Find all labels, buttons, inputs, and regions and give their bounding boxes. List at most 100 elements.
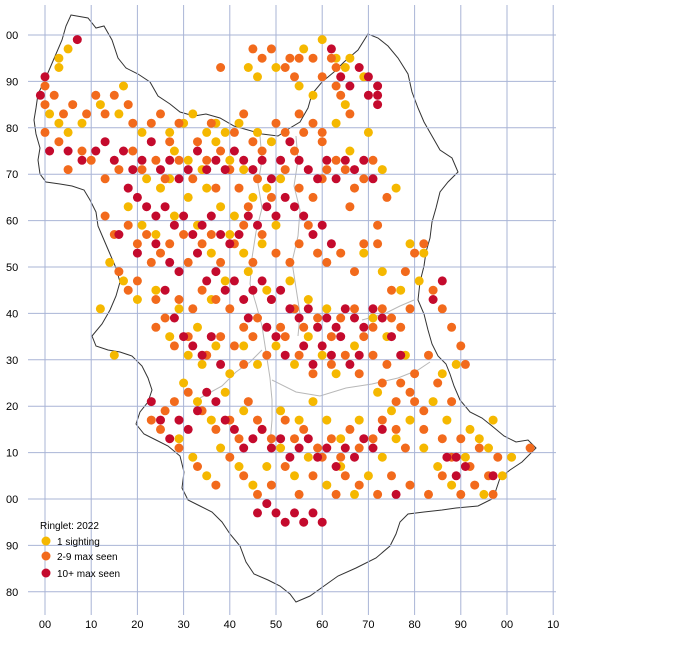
sighting-dot-10-plus-max-seen — [156, 415, 165, 425]
sighting-dot-2-9-max-seen — [424, 489, 433, 499]
sighting-dot-2-9-max-seen — [294, 109, 304, 119]
sighting-dot-1-sighting — [202, 127, 212, 137]
sighting-dot-10-plus-max-seen — [91, 146, 101, 156]
sighting-dot-2-9-max-seen — [308, 471, 318, 481]
sighting-dot-1-sighting — [137, 127, 147, 137]
sighting-dot-2-9-max-seen — [257, 230, 267, 239]
sighting-dot-2-9-max-seen — [271, 248, 281, 258]
sighting-dot-10-plus-max-seen — [285, 452, 295, 462]
sighting-dot-1-sighting — [474, 434, 484, 444]
y-tick-label: 70 — [6, 169, 18, 181]
sighting-dot-2-9-max-seen — [396, 322, 406, 332]
sighting-dot-1-sighting — [174, 434, 184, 444]
sighting-dot-2-9-max-seen — [100, 211, 110, 221]
sighting-dot-10-plus-max-seen — [202, 165, 212, 175]
sighting-dot-10-plus-max-seen — [368, 304, 378, 314]
sighting-dot-1-sighting — [377, 452, 387, 462]
sighting-dot-10-plus-max-seen — [303, 434, 313, 444]
sighting-dot-2-9-max-seen — [211, 183, 221, 193]
sighting-dot-10-plus-max-seen — [322, 313, 332, 323]
sighting-dot-1-sighting — [229, 211, 239, 221]
sighting-dot-2-9-max-seen — [280, 462, 290, 471]
sighting-dot-1-sighting — [165, 127, 175, 137]
sighting-dot-1-sighting — [248, 480, 258, 490]
sighting-dot-10-plus-max-seen — [290, 202, 299, 212]
sighting-dot-2-9-max-seen — [160, 406, 170, 416]
y-tick-label: 00 — [6, 30, 18, 42]
sighting-dot-2-9-max-seen — [373, 489, 383, 499]
sighting-dot-2-9-max-seen — [132, 276, 142, 286]
sighting-dot-2-9-max-seen — [257, 146, 267, 156]
sighting-dot-2-9-max-seen — [326, 53, 336, 63]
sighting-dot-10-plus-max-seen — [169, 220, 179, 230]
sighting-dot-2-9-max-seen — [114, 267, 124, 277]
sighting-dot-10-plus-max-seen — [377, 424, 387, 434]
x-axis-tick-labels: 00 10 20 30 40 50 60 70 80 90 00 10 — [39, 619, 559, 631]
sighting-dot-10-plus-max-seen — [345, 359, 355, 369]
sighting-dot-1-sighting — [216, 443, 226, 453]
sighting-dot-10-plus-max-seen — [326, 350, 336, 360]
sighting-dot-10-plus-max-seen — [313, 174, 323, 184]
sighting-dot-2-9-max-seen — [77, 146, 87, 156]
x-tick-label: 50 — [270, 619, 282, 631]
sighting-dot-1-sighting — [216, 202, 226, 212]
sighting-dot-2-9-max-seen — [410, 369, 420, 379]
sighting-dot-2-9-max-seen — [216, 257, 226, 267]
sighting-dot-2-9-max-seen — [160, 174, 170, 184]
sighting-dot-2-9-max-seen — [488, 489, 498, 499]
sighting-dot-1-sighting — [174, 304, 184, 314]
sighting-dot-1-sighting — [290, 359, 299, 369]
sighting-dot-10-plus-max-seen — [308, 359, 318, 369]
sighting-dot-10-plus-max-seen — [451, 471, 461, 481]
sighting-dot-10-plus-max-seen — [368, 174, 378, 184]
sighting-dot-2-9-max-seen — [331, 81, 341, 91]
sighting-dot-2-9-max-seen — [340, 471, 350, 481]
sighting-dot-10-plus-max-seen — [322, 155, 332, 165]
sighting-dot-10-plus-max-seen — [243, 313, 253, 323]
sighting-dot-10-plus-max-seen — [165, 434, 175, 444]
sighting-dot-1-sighting — [211, 341, 221, 351]
sighting-dot-1-sighting — [317, 350, 327, 360]
sighting-dot-1-sighting — [137, 220, 147, 230]
sighting-dot-10-plus-max-seen — [354, 63, 364, 72]
sighting-dot-2-9-max-seen — [336, 248, 346, 258]
sighting-dot-2-9-max-seen — [373, 220, 383, 230]
sighting-dot-2-9-max-seen — [86, 155, 96, 165]
sighting-dot-2-9-max-seen — [359, 174, 369, 184]
sighting-dot-10-plus-max-seen — [331, 462, 341, 471]
sighting-dot-2-9-max-seen — [253, 313, 262, 323]
sighting-dot-10-plus-max-seen — [266, 174, 276, 184]
sighting-dot-10-plus-max-seen — [179, 211, 189, 221]
sighting-dot-1-sighting — [377, 165, 387, 175]
sighting-dot-2-9-max-seen — [382, 192, 392, 202]
sighting-dot-10-plus-max-seen — [359, 155, 369, 165]
sighting-dot-2-9-max-seen — [54, 137, 64, 147]
sighting-dot-2-9-max-seen — [109, 90, 119, 100]
sighting-dot-1-sighting — [77, 118, 87, 128]
sighting-dot-1-sighting — [220, 387, 230, 397]
sighting-dot-10-plus-max-seen — [211, 397, 221, 407]
sighting-dot-2-9-max-seen — [336, 313, 346, 323]
sighting-dot-2-9-max-seen — [123, 220, 133, 230]
sighting-dot-10-plus-max-seen — [229, 424, 239, 434]
sighting-dot-2-9-max-seen — [437, 304, 447, 314]
sighting-dot-10-plus-max-seen — [387, 332, 396, 342]
sighting-dot-2-9-max-seen — [405, 480, 415, 490]
sighting-dot-10-plus-max-seen — [326, 239, 336, 249]
sighting-dot-2-9-max-seen — [137, 165, 147, 175]
sighting-dot-1-sighting — [271, 63, 281, 72]
sighting-dot-10-plus-max-seen — [271, 508, 281, 518]
sighting-dot-10-plus-max-seen — [271, 332, 281, 342]
sighting-dot-10-plus-max-seen — [197, 350, 207, 360]
sighting-dot-2-9-max-seen — [303, 220, 313, 230]
sighting-dot-2-9-max-seen — [400, 267, 410, 277]
sighting-dot-10-plus-max-seen — [188, 341, 198, 351]
sighting-dot-10-plus-max-seen — [160, 285, 170, 295]
sighting-dot-10-plus-max-seen — [229, 146, 239, 156]
sighting-dot-10-plus-max-seen — [317, 341, 327, 351]
sighting-dot-2-9-max-seen — [345, 109, 355, 119]
sighting-dot-2-9-max-seen — [160, 313, 170, 323]
sighting-dot-1-sighting — [405, 239, 415, 249]
sighting-dot-1-sighting — [484, 443, 493, 453]
sighting-dot-2-9-max-seen — [239, 359, 249, 369]
